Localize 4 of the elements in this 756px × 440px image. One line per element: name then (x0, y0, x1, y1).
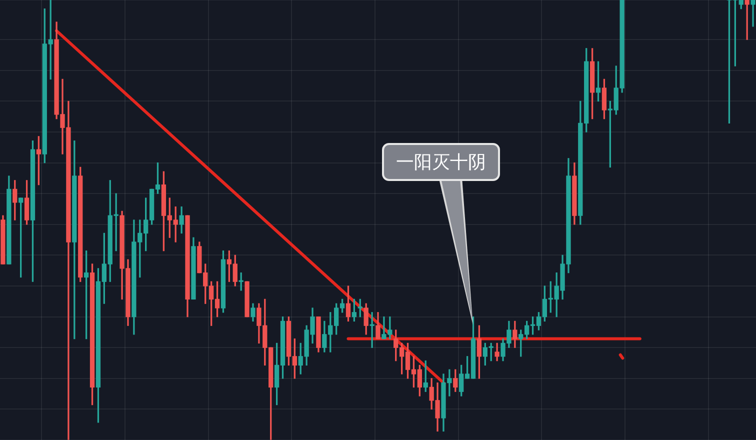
annotation: 一阳灭十阴 (382, 143, 500, 181)
candlestick (750, 0, 756, 27)
candlestick (744, 0, 750, 40)
candlestick (370, 312, 374, 348)
